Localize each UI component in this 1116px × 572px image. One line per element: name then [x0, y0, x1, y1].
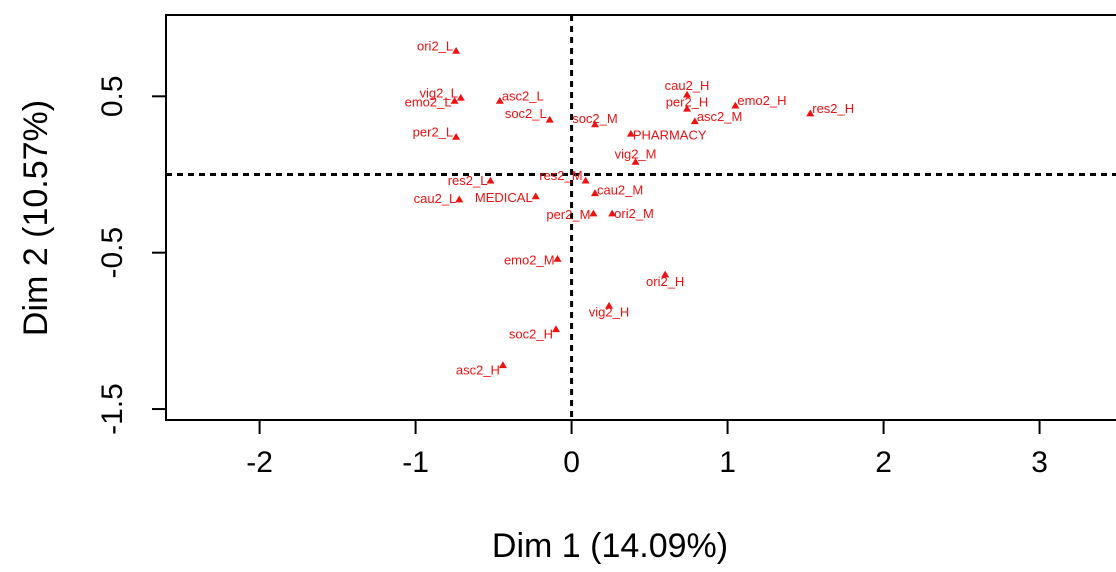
point-label: vig2_H: [589, 304, 629, 319]
point: [626, 129, 635, 137]
x-tick-label: 3: [1031, 446, 1048, 479]
point: [590, 120, 599, 128]
plot-frame: [165, 14, 1116, 421]
point: [631, 157, 640, 165]
y-tick-label: -0.5: [96, 227, 129, 279]
point: [608, 209, 617, 217]
point-label: ori2_M: [614, 206, 654, 221]
x-tick-label: -1: [402, 446, 429, 479]
point: [553, 254, 562, 262]
point: [455, 195, 464, 203]
x-tick-label: 0: [563, 446, 580, 479]
y-tick-label: 0.5: [96, 75, 129, 117]
point-label: cau2_L: [414, 191, 457, 206]
x-tick-label: 1: [719, 446, 736, 479]
point: [661, 270, 670, 278]
point: [690, 117, 699, 125]
point: [545, 115, 554, 123]
point: [605, 301, 614, 309]
point-label: ori2_H: [646, 274, 684, 289]
point-label: soc2_H: [509, 327, 553, 342]
point: [452, 46, 461, 54]
point: [452, 132, 461, 140]
point-label: emo2_M: [504, 252, 555, 267]
point-label: cau2_M: [597, 183, 643, 198]
y-tick-label: -1.5: [96, 383, 129, 435]
point-label: vig2_M: [615, 146, 657, 161]
point: [531, 192, 540, 200]
point: [498, 361, 507, 369]
point-label: MEDICAL: [475, 190, 533, 205]
point-label: res2_L: [448, 173, 488, 188]
point: [495, 97, 504, 104]
x-tick-label: -2: [246, 446, 273, 479]
x-tick-label: 2: [875, 446, 892, 479]
point-label: asc2_H: [456, 363, 500, 378]
point-label: res2_M: [539, 168, 582, 183]
point-label: asc2_L: [502, 88, 544, 103]
point-label: PHARMACY: [633, 127, 707, 142]
point: [590, 189, 599, 197]
y-axis-title: Dim 2 (10.57%): [17, 100, 55, 336]
point-label: ori2_L: [417, 38, 453, 53]
point: [589, 209, 598, 217]
point: [486, 176, 495, 184]
point-label: soc2_M: [572, 111, 618, 126]
point-label: vig2_L: [420, 85, 458, 100]
point-label: soc2_L: [505, 106, 547, 121]
x-axis-title: Dim 1 (14.09%): [492, 527, 728, 565]
point: [731, 101, 740, 109]
point: [683, 104, 692, 112]
point-label: per2_L: [413, 124, 453, 139]
point-label: res2_H: [812, 101, 854, 116]
point-label: cau2_H: [665, 78, 710, 93]
point-label: per2_H: [666, 94, 709, 109]
point: [456, 93, 465, 101]
point-label: emo2_L: [405, 94, 452, 109]
point: [551, 325, 560, 333]
point: [581, 176, 590, 184]
point-label: per2_M: [546, 207, 590, 222]
point-label: emo2_H: [737, 93, 786, 108]
point-label: asc2_M: [697, 109, 743, 124]
point: [683, 90, 692, 98]
point: [806, 109, 815, 117]
point: [450, 97, 459, 104]
